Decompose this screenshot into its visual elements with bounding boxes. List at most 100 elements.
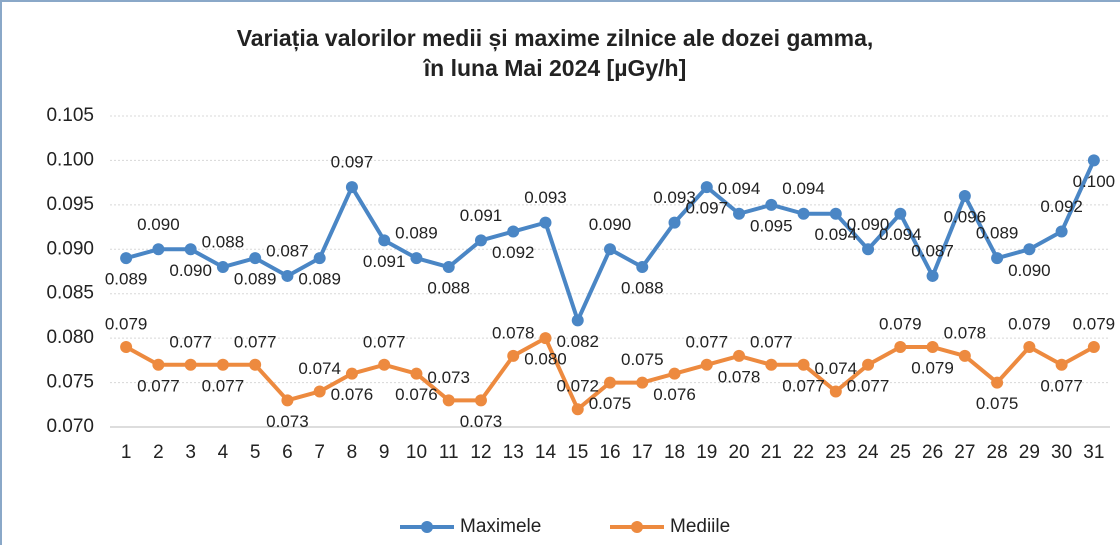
x-tick-label: 22 bbox=[793, 442, 814, 463]
x-tick-label: 12 bbox=[470, 442, 491, 463]
data-label: 0.073 bbox=[427, 368, 470, 387]
data-point bbox=[604, 243, 616, 256]
data-label: 0.074 bbox=[815, 359, 858, 378]
data-point bbox=[733, 349, 746, 362]
data-point bbox=[378, 234, 391, 247]
x-tick-label: 14 bbox=[535, 442, 557, 463]
x-tick-label: 2 bbox=[153, 442, 164, 463]
y-tick-label: 0.090 bbox=[46, 238, 94, 259]
data-point bbox=[571, 314, 584, 327]
data-point bbox=[1023, 341, 1036, 354]
data-label: 0.093 bbox=[653, 188, 696, 207]
data-label: 0.078 bbox=[492, 323, 535, 342]
data-label: 0.079 bbox=[105, 315, 148, 334]
data-label: 0.078 bbox=[944, 323, 987, 342]
x-tick-label: 18 bbox=[664, 442, 685, 463]
data-label: 0.073 bbox=[266, 412, 309, 431]
data-label: 0.080 bbox=[524, 350, 567, 369]
x-tick-label: 11 bbox=[439, 442, 459, 463]
data-point bbox=[345, 367, 358, 380]
data-label: 0.075 bbox=[589, 394, 632, 413]
data-label: 0.097 bbox=[331, 153, 374, 172]
x-tick-label: 3 bbox=[185, 442, 196, 463]
y-tick-label: 0.085 bbox=[46, 283, 94, 304]
data-label: 0.077 bbox=[169, 332, 212, 351]
data-point bbox=[539, 332, 552, 345]
data-label: 0.089 bbox=[976, 224, 1019, 243]
x-tick-label: 23 bbox=[825, 442, 846, 463]
data-label: 0.091 bbox=[363, 252, 406, 271]
data-point bbox=[894, 207, 907, 220]
x-tick-label: 4 bbox=[218, 442, 229, 463]
data-label: 0.089 bbox=[105, 270, 148, 289]
data-point bbox=[249, 358, 262, 371]
data-label: 0.077 bbox=[363, 332, 406, 351]
data-label: 0.090 bbox=[137, 215, 180, 234]
data-point bbox=[249, 252, 262, 265]
x-tick-label: 24 bbox=[857, 442, 879, 463]
data-point bbox=[410, 252, 423, 265]
data-point bbox=[152, 358, 165, 371]
legend-swatch bbox=[631, 521, 643, 533]
x-tick-label: 26 bbox=[922, 442, 943, 463]
data-point bbox=[1023, 243, 1036, 256]
data-label: 0.090 bbox=[1008, 261, 1051, 280]
data-point bbox=[797, 358, 810, 371]
data-label: 0.074 bbox=[298, 359, 341, 378]
x-tick-label: 20 bbox=[728, 442, 749, 463]
data-label: 0.076 bbox=[331, 385, 374, 404]
data-point bbox=[1055, 358, 1068, 371]
data-label: 0.096 bbox=[944, 207, 987, 226]
data-point bbox=[281, 269, 294, 282]
x-tick-label: 28 bbox=[987, 442, 1008, 463]
data-point bbox=[958, 189, 971, 202]
data-label: 0.075 bbox=[621, 350, 664, 369]
data-label: 0.094 bbox=[718, 179, 761, 198]
data-label: 0.076 bbox=[395, 385, 438, 404]
data-label: 0.087 bbox=[266, 241, 309, 260]
x-tick-label: 1 bbox=[121, 442, 132, 463]
data-point bbox=[829, 207, 842, 220]
legend-label: Maximele bbox=[460, 516, 541, 537]
y-tick-label: 0.105 bbox=[46, 105, 94, 126]
data-point bbox=[281, 394, 294, 407]
data-label: 0.094 bbox=[879, 225, 922, 244]
data-point bbox=[474, 394, 487, 407]
data-point bbox=[539, 216, 552, 229]
data-label: 0.077 bbox=[686, 332, 729, 351]
x-tick-label: 31 bbox=[1083, 442, 1104, 463]
data-point bbox=[765, 198, 778, 211]
data-label: 0.094 bbox=[815, 225, 858, 244]
data-label: 0.077 bbox=[202, 376, 245, 395]
data-label: 0.072 bbox=[556, 377, 599, 396]
legend-swatch bbox=[421, 521, 433, 533]
data-point bbox=[1087, 154, 1100, 167]
legend-label: Mediile bbox=[670, 516, 730, 537]
data-label: 0.089 bbox=[234, 270, 277, 289]
x-tick-label: 17 bbox=[632, 442, 653, 463]
data-point bbox=[636, 261, 649, 274]
data-point bbox=[926, 269, 939, 282]
data-point bbox=[700, 181, 713, 194]
data-point bbox=[765, 358, 778, 371]
data-point bbox=[378, 358, 391, 371]
x-tick-label: 16 bbox=[599, 442, 620, 463]
x-tick-label: 5 bbox=[250, 442, 261, 463]
x-tick-label: 25 bbox=[890, 442, 911, 463]
data-label: 0.079 bbox=[911, 359, 954, 378]
x-tick-label: 8 bbox=[347, 442, 358, 463]
data-label: 0.076 bbox=[653, 385, 696, 404]
data-point bbox=[700, 358, 713, 371]
data-label: 0.073 bbox=[460, 412, 503, 431]
x-tick-label: 21 bbox=[761, 442, 782, 463]
data-label: 0.093 bbox=[524, 188, 567, 207]
chart-title: Variația valorilor medii și maxime zilni… bbox=[237, 25, 874, 52]
data-point bbox=[507, 225, 520, 238]
data-label: 0.088 bbox=[202, 233, 245, 252]
data-label: 0.077 bbox=[847, 376, 890, 395]
data-point bbox=[313, 385, 326, 398]
data-point bbox=[216, 261, 229, 274]
data-label: 0.079 bbox=[1008, 315, 1051, 334]
data-label: 0.078 bbox=[718, 367, 761, 386]
data-label: 0.089 bbox=[298, 270, 341, 289]
